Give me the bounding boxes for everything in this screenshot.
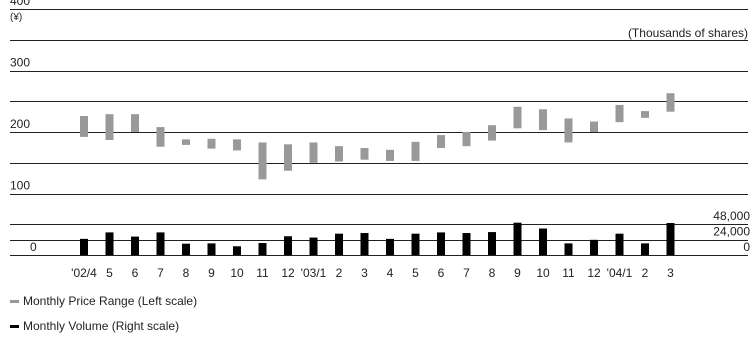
x-tick-label: 7 (157, 266, 164, 280)
volume-bar (182, 243, 190, 255)
x-tick-label: 8 (183, 266, 190, 280)
volume-bar (80, 238, 88, 255)
price-range-bar (539, 109, 547, 131)
volume-bar (386, 238, 394, 255)
legend-volume-swatch (10, 324, 19, 328)
price-range-bar (360, 147, 369, 160)
x-tick-label: '03/1 (301, 266, 327, 280)
volume-bar (513, 222, 522, 255)
price-range-bar (182, 139, 190, 145)
x-tick-label: 11 (562, 266, 575, 280)
right-unit-label: (Thousands of shares) (628, 26, 748, 40)
x-tick-label: '04/1 (607, 266, 633, 280)
price-range-bar (437, 135, 445, 148)
x-tick-label: 5 (412, 266, 419, 280)
volume-bar (284, 236, 292, 255)
left-tick-label: 200 (10, 117, 30, 131)
x-tick-label: 8 (489, 266, 496, 280)
left-unit-label: (¥) (10, 12, 22, 23)
price-range-bar (666, 93, 675, 112)
left-tick-label: 100 (10, 179, 30, 193)
right-tick-label: 48,000 (713, 209, 750, 223)
price-range-bar (462, 132, 471, 147)
price-range-bar (309, 142, 318, 163)
x-tick-label: 6 (132, 266, 139, 280)
left-tick-label: 300 (10, 56, 30, 70)
price-range-bar (131, 114, 139, 132)
volume-bar (156, 232, 165, 255)
x-tick-label: 5 (106, 266, 113, 280)
price-range-bar (233, 139, 241, 151)
volume-bar (335, 233, 343, 255)
price-range-bar (207, 138, 216, 149)
volume-bar (666, 223, 675, 255)
legend-price: Monthly Price Range (Left scale) (10, 294, 197, 308)
price-range-bar (615, 104, 624, 123)
volume-bar (488, 232, 496, 255)
price-range-bar (641, 111, 649, 118)
right-tick-label: 0 (743, 240, 750, 254)
price-range-bar (80, 116, 88, 137)
price-range-bar (156, 127, 165, 147)
left-tick-label: 0 (30, 240, 37, 254)
price-range-bar (488, 125, 496, 141)
price-range-bar (411, 141, 420, 161)
x-tick-label: 6 (438, 266, 445, 280)
right-tick-label: 24,000 (713, 225, 750, 239)
price-range-series (80, 93, 675, 180)
volume-bar (258, 243, 267, 255)
volume-bar (233, 246, 241, 255)
price-range-bar (564, 118, 573, 143)
x-tick-label: 2 (336, 266, 343, 280)
x-tick-label: '02/4 (71, 266, 97, 280)
x-tick-label: 11 (256, 266, 269, 280)
volume-bar (437, 232, 445, 255)
legend-price-swatch (10, 299, 19, 303)
legend-volume-label: Monthly Volume (Right scale) (23, 319, 180, 333)
x-tick-label: 4 (387, 266, 394, 280)
volume-bar (641, 243, 649, 255)
price-range-bar (284, 144, 292, 171)
gridlines (10, 9, 748, 256)
x-tick-label: 9 (208, 266, 215, 280)
price-range-bar (386, 149, 394, 161)
left-tick-label: 400 (10, 0, 30, 8)
volume-bar (131, 236, 139, 255)
x-tick-label: 12 (587, 266, 601, 280)
x-tick-label: 7 (463, 266, 470, 280)
price-range-bar (513, 106, 522, 129)
x-tick-label: 3 (361, 266, 368, 280)
volume-bar (539, 228, 547, 255)
x-tick-label: 9 (514, 266, 521, 280)
x-tick-label: 10 (536, 266, 550, 280)
x-tick-label: 3 (667, 266, 674, 280)
legend-volume: Monthly Volume (Right scale) (10, 319, 179, 333)
x-tick-label: 12 (281, 266, 295, 280)
volume-bar (411, 233, 420, 255)
volume-bar (615, 233, 624, 255)
price-range-bar (590, 121, 598, 132)
volume-series (80, 222, 675, 255)
volume-bar (590, 239, 598, 255)
volume-bar (462, 233, 471, 255)
volume-bar (564, 243, 573, 255)
volume-bar (309, 237, 318, 255)
legend-price-label: Monthly Price Range (Left scale) (23, 294, 198, 308)
volume-bar (360, 233, 369, 255)
price-range-bar (105, 114, 114, 140)
price-range-bar (258, 142, 267, 180)
x-tick-label: 10 (230, 266, 244, 280)
volume-bar (105, 232, 114, 255)
x-tick-label: 2 (642, 266, 649, 280)
price-range-bar (335, 146, 343, 162)
volume-bar (207, 243, 216, 255)
